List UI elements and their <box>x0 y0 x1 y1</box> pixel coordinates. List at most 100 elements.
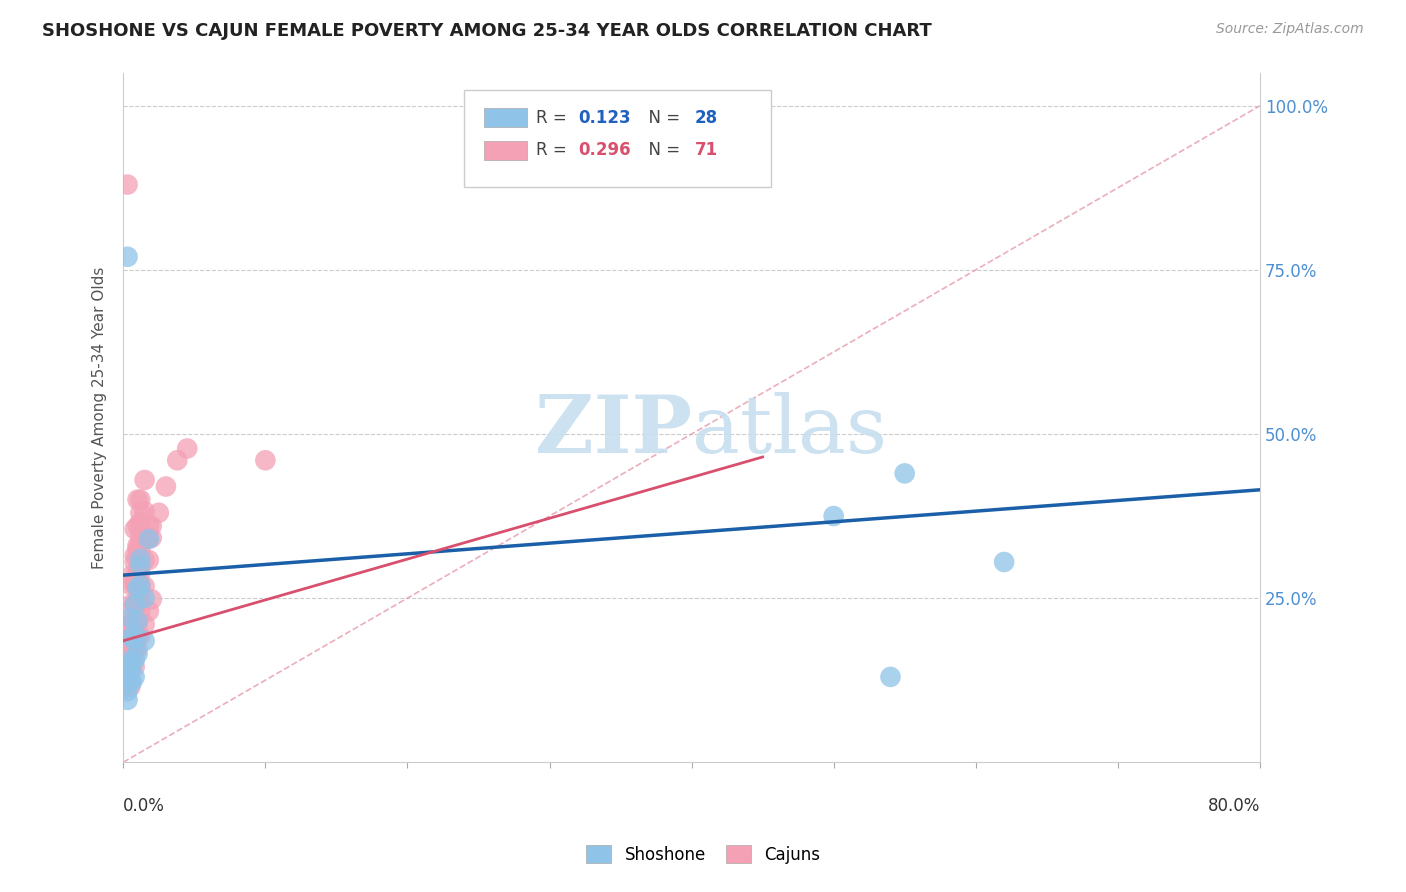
Point <box>134 504 156 518</box>
FancyBboxPatch shape <box>484 108 527 128</box>
Point <box>121 568 143 582</box>
Point <box>129 529 152 543</box>
Point <box>120 598 142 612</box>
Point <box>120 663 142 677</box>
Text: N =: N = <box>638 109 686 127</box>
Point <box>117 693 139 707</box>
Point <box>127 566 149 581</box>
Point <box>127 642 149 657</box>
Text: SHOSHONE VS CAJUN FEMALE POVERTY AMONG 25-34 YEAR OLDS CORRELATION CHART: SHOSHONE VS CAJUN FEMALE POVERTY AMONG 2… <box>42 22 932 40</box>
Point <box>117 250 139 264</box>
Text: R =: R = <box>536 109 572 127</box>
Text: 28: 28 <box>695 109 718 127</box>
Point <box>124 629 146 643</box>
Point <box>117 684 139 698</box>
Point <box>138 531 160 545</box>
Point <box>124 629 146 643</box>
Point <box>124 627 146 641</box>
Point <box>148 506 170 520</box>
Point <box>124 578 146 592</box>
Point <box>823 509 845 524</box>
Point <box>129 506 152 520</box>
Point <box>893 467 915 481</box>
Point <box>129 535 152 549</box>
Point <box>879 670 901 684</box>
Text: ZIP: ZIP <box>534 392 692 470</box>
Point <box>124 555 146 569</box>
Point <box>124 642 146 657</box>
Point <box>138 553 160 567</box>
Point <box>129 592 152 607</box>
Point <box>138 604 160 618</box>
Point <box>121 631 143 645</box>
Point <box>124 629 146 643</box>
Point <box>127 541 149 556</box>
Text: 0.123: 0.123 <box>578 109 630 127</box>
Point <box>127 598 149 612</box>
Point <box>141 592 163 607</box>
Point <box>120 640 142 655</box>
Point <box>127 519 149 533</box>
Text: 0.0%: 0.0% <box>124 797 165 814</box>
Point <box>120 653 142 667</box>
Point <box>141 519 163 533</box>
Point <box>129 541 152 556</box>
Point <box>120 660 142 674</box>
Point <box>176 442 198 456</box>
Point <box>129 604 152 618</box>
Point <box>117 178 139 192</box>
Y-axis label: Female Poverty Among 25-34 Year Olds: Female Poverty Among 25-34 Year Olds <box>93 267 107 569</box>
Point <box>134 617 156 632</box>
Point <box>129 553 152 567</box>
Point <box>127 566 149 581</box>
Point <box>124 670 146 684</box>
Point <box>127 549 149 563</box>
Point <box>127 592 149 607</box>
Point <box>117 658 139 673</box>
Point <box>127 579 149 593</box>
Text: Source: ZipAtlas.com: Source: ZipAtlas.com <box>1216 22 1364 37</box>
Point <box>120 658 142 673</box>
Point <box>155 479 177 493</box>
Point <box>120 627 142 641</box>
Point <box>121 675 143 690</box>
Text: 0.296: 0.296 <box>578 141 630 159</box>
Text: 71: 71 <box>695 141 718 159</box>
Text: N =: N = <box>638 141 686 159</box>
Point <box>129 516 152 530</box>
Point <box>124 615 146 630</box>
Point <box>120 617 142 632</box>
Point <box>134 553 156 567</box>
Point <box>134 591 156 606</box>
Point <box>124 598 146 612</box>
Point <box>129 579 152 593</box>
Point <box>134 633 156 648</box>
Point <box>134 579 156 593</box>
Point <box>127 492 149 507</box>
Point <box>124 576 146 591</box>
Point <box>124 549 146 563</box>
FancyBboxPatch shape <box>464 90 770 186</box>
Point <box>124 598 146 612</box>
Point <box>127 617 149 632</box>
Point <box>129 492 152 507</box>
Point <box>127 539 149 553</box>
Point <box>124 598 146 612</box>
Point <box>120 611 142 625</box>
Point <box>120 680 142 694</box>
Point <box>254 453 277 467</box>
Point <box>129 558 152 573</box>
Point <box>127 647 149 661</box>
Point <box>124 653 146 667</box>
Legend: Shoshone, Cajuns: Shoshone, Cajuns <box>579 838 827 871</box>
Point <box>120 660 142 674</box>
Point <box>127 629 149 643</box>
Point <box>141 531 163 545</box>
Point <box>124 660 146 674</box>
Point <box>120 642 142 657</box>
Point <box>124 522 146 536</box>
Point <box>120 673 142 688</box>
Point <box>166 453 188 467</box>
Text: 80.0%: 80.0% <box>1208 797 1260 814</box>
Point <box>120 614 142 628</box>
